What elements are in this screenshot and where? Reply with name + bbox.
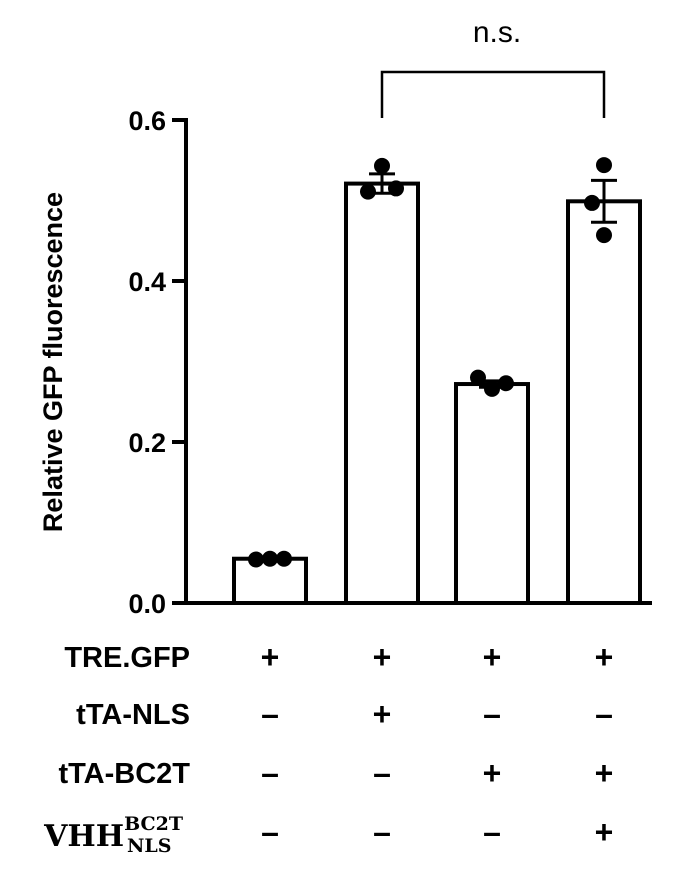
condition-label-superscript: BC2T xyxy=(124,813,183,835)
minus-symbol: – xyxy=(261,696,279,732)
data-point xyxy=(248,551,264,568)
condition-label: TRE.GFP xyxy=(64,642,190,674)
y-axis: 0.0 0.2 0.4 0.6 xyxy=(128,106,188,619)
plus-symbol: + xyxy=(483,639,502,675)
minus-symbol: – xyxy=(261,814,279,850)
significance-bracket: n.s. xyxy=(380,16,606,118)
y-tick-label: 0.6 xyxy=(128,106,166,136)
bar-3 xyxy=(454,382,530,606)
condition-table: TRE.GFP + + + + tTA-NLS – + – – tTA-BC2T – – + + VHHBC2… xyxy=(43,639,613,857)
minus-symbol: – xyxy=(373,755,391,791)
data-point xyxy=(374,157,390,174)
minus-symbol: – xyxy=(261,755,279,791)
bar-2 xyxy=(344,181,420,605)
data-point xyxy=(262,550,278,567)
significance-label: n.s. xyxy=(473,16,521,49)
plus-symbol: + xyxy=(373,696,392,732)
minus-symbol: – xyxy=(595,696,613,732)
data-point xyxy=(498,375,514,392)
data-point xyxy=(584,194,600,211)
data-point xyxy=(484,380,500,397)
y-tick-label: 0.0 xyxy=(128,589,166,619)
y-tick-label: 0.4 xyxy=(128,267,166,297)
y-tick-label: 0.2 xyxy=(128,428,166,458)
data-point xyxy=(470,369,486,386)
data-points xyxy=(248,157,612,568)
minus-symbol: – xyxy=(483,696,501,732)
minus-symbol: – xyxy=(483,814,501,850)
plus-symbol: + xyxy=(483,755,502,791)
plus-symbol: + xyxy=(373,639,392,675)
data-point xyxy=(360,183,376,200)
data-point xyxy=(596,157,612,174)
condition-label: VHHBC2T NLS xyxy=(43,813,183,857)
data-point xyxy=(596,227,612,244)
data-point xyxy=(276,550,292,567)
plus-symbol: + xyxy=(595,755,614,791)
plus-symbol: + xyxy=(595,639,614,675)
plus-symbol: + xyxy=(595,814,614,850)
plus-symbol: + xyxy=(261,639,280,675)
error-bars xyxy=(369,172,617,389)
bars xyxy=(186,181,652,606)
bar-4 xyxy=(566,199,642,605)
minus-symbol: – xyxy=(373,814,391,850)
condition-label-subscript: NLS xyxy=(127,835,171,857)
y-axis-label: Relative GFP fluorescence xyxy=(38,192,68,532)
condition-label-base: VHH xyxy=(43,819,124,854)
significance-line xyxy=(380,70,606,118)
condition-label: tTA-NLS xyxy=(76,699,190,731)
condition-label: tTA-BC2T xyxy=(58,758,190,790)
